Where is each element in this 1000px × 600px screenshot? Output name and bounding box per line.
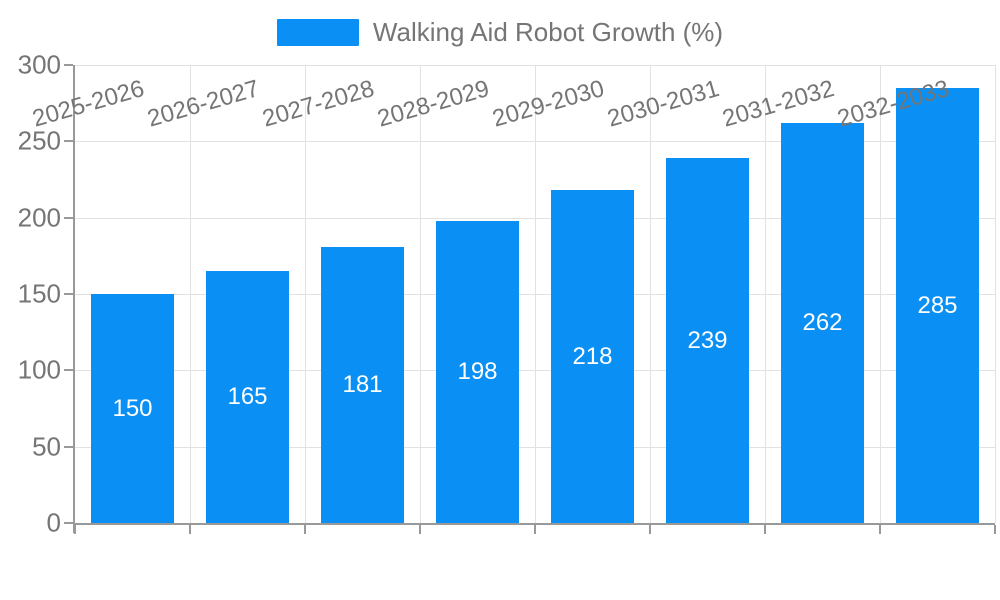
plot-area: 0 50 100 150 200 250 300 150 165 181 198 218 239 262 2… [18,50,996,538]
bar[interactable]: 239 [666,158,749,523]
x-gridline [305,65,306,523]
bar[interactable]: 218 [551,190,634,523]
x-tick-label: 2028-2029 [374,75,492,133]
y-tick-label: 50 [32,431,61,462]
y-axis-tick [64,140,73,143]
bar-value-label: 181 [342,371,383,398]
bar[interactable]: 181 [321,247,404,523]
legend[interactable]: Walking Aid Robot Growth (%) [0,17,1000,48]
y-axis [73,65,75,533]
x-axis-tick [304,525,306,534]
x-gridline [880,65,881,523]
x-axis-tick [189,525,191,534]
y-tick-label: 150 [17,278,61,309]
bar[interactable]: 198 [436,221,519,523]
bar-value-label: 262 [802,309,843,336]
x-gridline [650,65,651,523]
x-gridline [190,65,191,523]
x-axis-tick [994,525,996,534]
x-axis-tick [419,525,421,534]
bar[interactable]: 165 [206,271,289,523]
y-axis-tick [64,369,73,372]
x-gridline [995,65,996,523]
x-tick-label: 2030-2031 [604,75,722,133]
y-tick-label: 100 [17,354,61,385]
bar-value-label: 150 [112,394,153,422]
y-axis-tick [64,216,73,219]
x-tick-label: 2027-2028 [259,75,377,133]
y-tick-label: 250 [17,125,61,156]
bar[interactable]: 150 [91,294,174,523]
x-axis-tick [74,525,76,534]
y-tick-label: 0 [46,507,61,538]
x-tick-label: 2029-2030 [489,75,607,133]
bar-value-label: 218 [572,342,613,370]
x-tick-label: 2025-2026 [29,75,147,133]
bar[interactable]: 285 [896,88,979,523]
bar-value-label: 239 [687,326,728,354]
y-tick-label: 200 [17,202,61,233]
x-gridline [535,65,536,523]
bar-value-label: 165 [227,383,268,410]
x-axis [73,523,995,525]
x-axis-tick [649,525,651,534]
x-gridline [765,65,766,523]
y-tick-label: 300 [17,49,61,80]
x-axis-tick [764,525,766,534]
x-gridline [420,65,421,523]
y-axis-tick [64,293,73,295]
bar-value-label: 285 [917,291,958,319]
bar-value-label: 198 [457,358,498,385]
bar[interactable]: 262 [781,123,864,523]
x-axis-tick [534,525,536,534]
x-tick-label: 2026-2027 [144,75,262,133]
y-axis-tick [64,64,73,66]
y-axis-tick [64,522,73,524]
legend-label[interactable]: Walking Aid Robot Growth (%) [372,17,724,47]
legend-swatch[interactable] [276,19,359,46]
x-axis-tick [879,525,881,534]
y-axis-tick [64,445,73,448]
